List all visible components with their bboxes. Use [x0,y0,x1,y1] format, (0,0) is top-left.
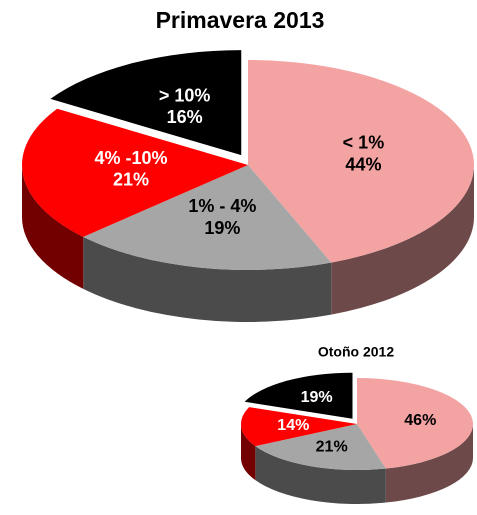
chart-title: Primavera 2013 [156,7,325,33]
slice-side [255,446,386,504]
chart-title: Otoño 2012 [318,344,394,360]
data-label: 44% [345,154,381,174]
data-label: 16% [167,107,203,127]
slice-category: 1% - 4% [188,196,256,216]
data-label: 21% [113,170,149,190]
slice-side [21,165,84,289]
slice [255,424,386,471]
slice-category: > 10% [159,85,211,105]
slice-side [385,424,473,503]
slice-category: 4% -10% [94,148,167,168]
data-label: 46% [404,412,436,429]
slice [248,60,475,263]
slice [50,50,242,156]
data-label: 21% [316,438,348,455]
slice-side [241,424,256,481]
slice [241,407,357,447]
slice [244,372,353,419]
slice [357,378,474,469]
data-label: 19% [301,389,333,406]
slice-side [83,236,332,322]
slice-side [331,165,474,315]
slice [21,108,248,237]
data-label: 14% [277,417,309,434]
slice-category: < 1% [343,133,385,153]
slice [83,165,332,270]
data-label: 19% [204,218,240,238]
